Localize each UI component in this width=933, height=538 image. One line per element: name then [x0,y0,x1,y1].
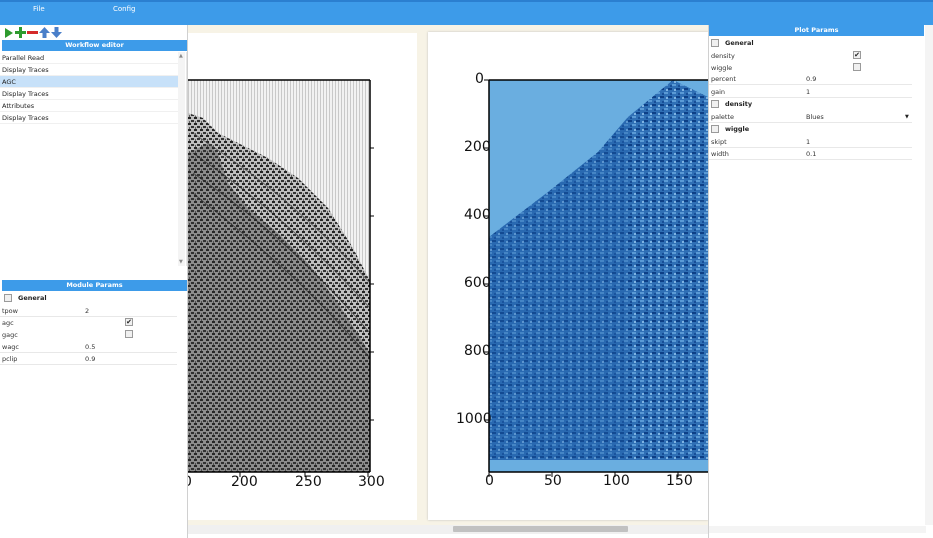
plot-params-panel: Plot Params General density ✔ wiggle per… [708,25,933,538]
wiggle-section: wiggle [711,123,749,135]
x-tick-label: 100 [603,473,630,489]
param-label: density [711,52,735,60]
param-label: pclip [2,355,18,363]
wiggle-checkbox[interactable] [853,63,861,71]
workflow-editor-header: Workflow editor [2,40,187,51]
general-section-label: General [18,294,47,302]
wagc-field[interactable]: 0.5 [85,343,96,351]
scroll-down-icon[interactable]: ▼ [179,259,183,265]
canvas-horizontal-scrollbar[interactable] [188,525,708,534]
param-row-gain: gain 1 [709,86,912,98]
density-section-label: density [725,100,753,108]
general-section-checkbox[interactable] [4,294,12,302]
menu-file[interactable]: File [33,5,45,13]
left-panel: Workflow editor Parallel Read Display Tr… [0,25,188,538]
param-row-tpow: tpow 2 [0,305,177,317]
x-tick-label: 0 [485,473,494,489]
param-label: palette [711,113,735,121]
param-row-skipt: skipt 1 [709,136,912,148]
chevron-down-icon[interactable]: ▼ [905,114,909,120]
param-label: tpow [2,307,18,315]
general-section: General [711,37,754,49]
x-tick-label: 50 [544,473,562,489]
param-label: width [711,150,729,158]
workflow-toolbar [3,26,62,39]
list-item[interactable]: Display Traces [0,88,179,100]
param-label: gagc [2,331,18,339]
arrow-down-icon[interactable] [51,27,62,39]
plus-icon[interactable] [15,27,26,39]
agc-checkbox[interactable]: ✔ [125,318,133,326]
general-section-label: General [725,39,754,47]
param-row-palette: palette Blues ▼ [709,111,912,123]
x-tick-label: 300 [358,474,385,490]
general-section: General [4,292,47,304]
palette-select[interactable]: Blues [806,113,824,121]
seismic-image-left [188,79,374,477]
gain-field[interactable]: 1 [806,88,811,96]
y-tick-label: 400 [464,207,491,223]
param-row-percent: percent 0.9 [709,73,912,85]
param-row-wiggle: wiggle [709,62,912,74]
param-row-width: width 0.1 [709,148,912,160]
param-label: agc [2,319,14,327]
y-tick-label: 200 [464,139,491,155]
seismic-image-right [484,79,708,477]
x-tick-label: 150 [666,473,693,489]
skipt-field[interactable]: 1 [806,138,811,146]
param-label: gain [711,88,726,96]
y-tick-label: 0 [475,71,484,87]
list-item[interactable]: Display Traces [0,64,179,76]
plot-params-header: Plot Params [709,25,924,36]
param-label: wagc [2,343,19,351]
list-item[interactable]: Parallel Read [0,52,179,64]
workflow-list: Parallel Read Display Traces AGC Display… [0,52,187,266]
percent-field[interactable]: 0.9 [806,75,817,83]
menu-config[interactable]: Config [113,5,136,13]
param-row-density: density ✔ [709,50,912,62]
density-section-checkbox[interactable] [711,100,719,108]
gagc-checkbox[interactable] [125,330,133,338]
x-tick-label: 250 [295,474,322,490]
x-tick-label: 0 [188,474,192,490]
y-tick-label: 600 [464,275,491,291]
param-row-pclip: pclip 0.9 [0,353,177,365]
param-row-agc: agc ✔ [0,317,177,329]
y-tick-label: 800 [464,343,491,359]
y-tick-label: 1000 [456,411,492,427]
list-item[interactable]: Display Traces [0,112,179,124]
seismic-plot-right: 0 200 400 600 800 1000 0 50 100 150 [428,32,708,520]
play-icon[interactable] [3,27,14,39]
param-label: skipt [711,138,727,146]
scrollbar-thumb[interactable] [453,526,628,532]
width-field[interactable]: 0.1 [806,150,817,158]
list-item[interactable]: Attributes [0,100,179,112]
param-label: percent [711,75,736,83]
tpow-field[interactable]: 2 [85,307,90,315]
param-row-wagc: wagc 0.5 [0,341,177,353]
list-item[interactable]: AGC [0,76,179,88]
scroll-up-icon[interactable]: ▲ [179,53,183,59]
wiggle-section-label: wiggle [725,125,750,133]
density-section: density [711,98,752,110]
arrow-up-icon[interactable] [39,27,50,39]
x-tick-label: 200 [231,474,258,490]
module-params-header: Module Params [2,280,187,291]
param-row-gagc: gagc [0,329,177,341]
plot-params-horizontal-scrollbar[interactable] [709,526,926,533]
plot-params-scrollbar[interactable] [925,25,933,525]
general-section-checkbox[interactable] [711,39,719,47]
density-checkbox[interactable]: ✔ [853,51,861,59]
seismic-plot-left: 0 200 250 300 [188,33,417,520]
workflow-scrollbar[interactable]: ▲ ▼ [178,52,185,266]
wiggle-section-checkbox[interactable] [711,125,719,133]
minus-icon[interactable] [27,27,38,39]
menu-bar: File Config [0,0,933,25]
param-label: wiggle [711,64,733,72]
pclip-field[interactable]: 0.9 [85,355,96,363]
